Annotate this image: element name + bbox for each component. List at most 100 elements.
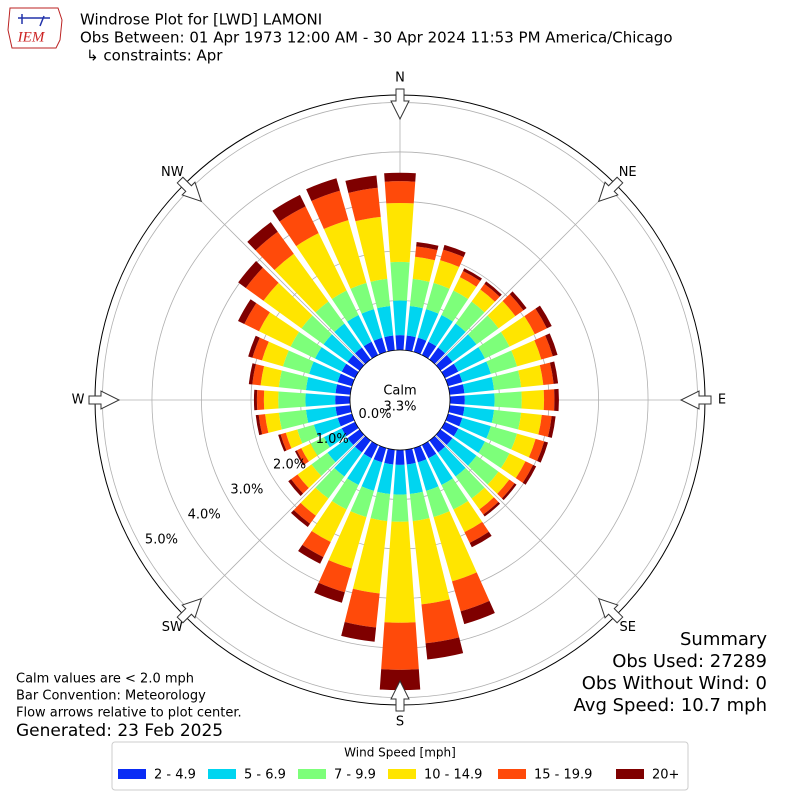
bar-segment	[379, 669, 421, 691]
ring-label: 0.0%	[358, 407, 391, 422]
bar-segment	[296, 233, 347, 300]
legend-swatch	[118, 769, 146, 779]
bar-segment	[409, 491, 430, 522]
bar-segment	[361, 459, 383, 491]
bar-segment	[480, 283, 500, 302]
bar-segment	[248, 363, 256, 385]
bar-segment	[459, 417, 491, 439]
bar-segment	[433, 511, 477, 582]
bar-segment	[306, 178, 340, 201]
bar-segment	[484, 281, 502, 297]
bar-segment	[245, 267, 279, 301]
flow-arrow-shape	[390, 679, 410, 712]
legend-box	[111, 741, 689, 791]
bar-segment	[448, 405, 465, 416]
bar-segment	[238, 299, 257, 325]
bar-segment	[288, 479, 304, 496]
bar-segment	[487, 300, 516, 329]
bar-segment	[341, 363, 359, 379]
bar-segment	[348, 187, 381, 222]
bar-segment	[280, 432, 292, 451]
bar-segment	[537, 441, 549, 463]
bar-segment	[300, 487, 329, 516]
bar-segment	[393, 300, 407, 336]
bar-segment	[318, 560, 352, 593]
note: Bar Convention: Meteorology	[16, 689, 206, 704]
bar-segment	[443, 244, 466, 258]
bar-segment	[428, 453, 453, 485]
legend-label: 2 - 4.9	[154, 768, 196, 783]
bar-segment	[384, 172, 416, 182]
bar-segment	[373, 445, 387, 463]
bar-segment	[455, 468, 485, 499]
bar-segment	[258, 414, 269, 435]
bar-segment	[384, 521, 416, 623]
bar-segment	[483, 501, 501, 517]
bar-segment	[421, 599, 460, 644]
logo: IEM	[7, 7, 63, 49]
bar-segment	[509, 291, 527, 311]
bar-segment	[547, 415, 556, 438]
bar-segment	[441, 363, 459, 379]
bar-segment	[298, 544, 324, 564]
flow-arrow	[88, 390, 121, 410]
bar-segment	[479, 497, 499, 515]
bar-segment	[497, 479, 515, 499]
bar-segment	[491, 370, 522, 391]
flow-arrow-shape	[88, 390, 121, 410]
flow-arrow-shape	[390, 88, 410, 121]
bar-segment	[344, 588, 380, 628]
bar-segment	[421, 341, 437, 359]
flow-arrow	[390, 88, 410, 121]
summary: Obs Without Wind: 0	[582, 673, 767, 694]
bar-segment	[421, 441, 437, 459]
bar-segment	[305, 406, 338, 423]
bar-segment	[549, 361, 559, 384]
bar-segment	[311, 500, 347, 542]
bar-segment	[453, 277, 477, 300]
bar-segment	[494, 391, 522, 409]
bar-segment	[263, 390, 279, 410]
bar-segment	[297, 464, 322, 489]
bar-segment	[471, 289, 495, 313]
bar-segment	[302, 530, 331, 558]
bar-segment	[290, 510, 311, 527]
bar-segment	[278, 434, 287, 452]
bar-segment	[347, 453, 372, 485]
bar-segment	[291, 474, 309, 494]
bar-segment	[469, 531, 492, 548]
bar-segment	[435, 429, 453, 446]
bar-segment	[522, 464, 537, 485]
compass-label: E	[718, 393, 726, 408]
bar-segment	[334, 323, 362, 354]
bar-segment	[315, 468, 345, 499]
bar-segment	[377, 462, 394, 495]
bar-segment	[451, 572, 490, 612]
bar-segment	[352, 518, 388, 594]
bar-segment	[459, 361, 491, 383]
bar-segment	[445, 413, 463, 427]
bar-segment	[535, 305, 552, 329]
bar-segment	[384, 448, 395, 465]
bar-segment	[301, 315, 332, 345]
bar-segment	[361, 309, 383, 341]
calm-value: 3.3%	[383, 400, 416, 415]
bar-segment	[296, 448, 309, 465]
bar-segment	[335, 384, 352, 395]
bar-segment	[429, 435, 446, 453]
grid-spoke	[435, 184, 616, 365]
legend-label: 15 - 19.9	[534, 768, 592, 783]
bar-segment	[253, 389, 258, 411]
bar-segment	[272, 194, 306, 222]
bar-segment	[500, 316, 535, 347]
summary: Obs Used: 27289	[612, 651, 767, 672]
bar-segment	[255, 231, 294, 271]
bar-segment	[441, 478, 469, 510]
bar-segment	[247, 222, 278, 251]
bar-segment	[502, 294, 524, 317]
legend-swatch	[616, 769, 644, 779]
bar-segment	[337, 373, 355, 387]
bar-segment	[350, 486, 374, 518]
bar-segment	[290, 331, 322, 359]
bar-segment	[462, 377, 495, 394]
